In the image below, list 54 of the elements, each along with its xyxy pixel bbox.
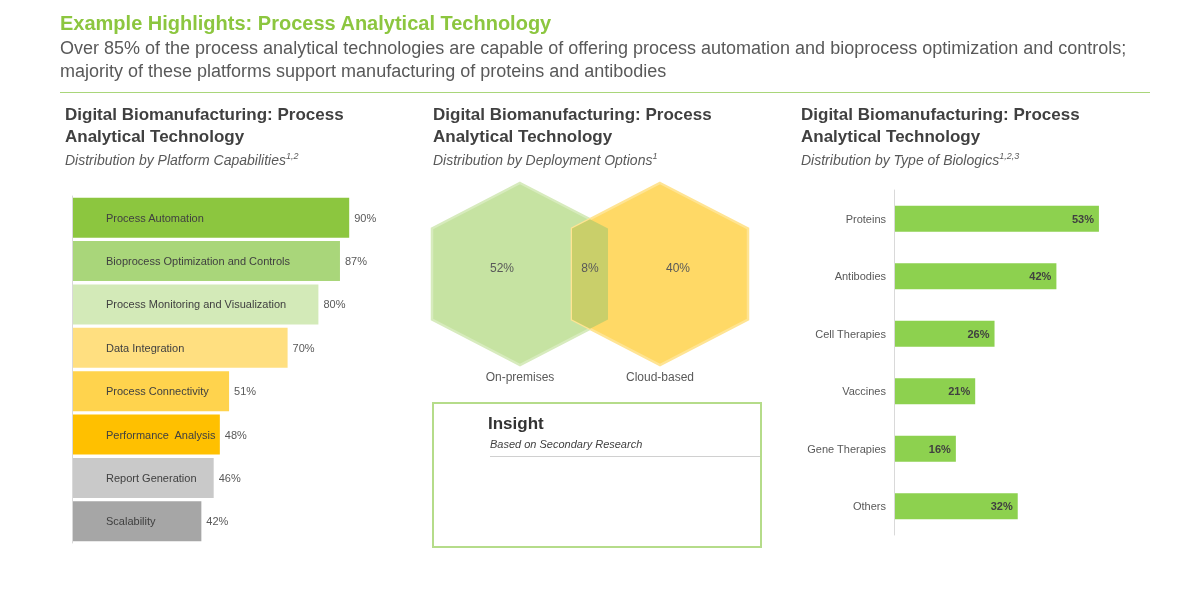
y-tick-label: Scalability xyxy=(106,515,157,528)
data-label: 26% xyxy=(967,327,990,340)
bar xyxy=(72,371,230,412)
y-tick-label: Cell Therapies xyxy=(815,327,887,340)
category-label: On-premises xyxy=(485,370,555,384)
data-label: 80% xyxy=(323,298,346,311)
y-tick-label: Performance Analysis xyxy=(106,428,216,441)
bar xyxy=(72,241,340,282)
y-tick-label: Vaccines xyxy=(842,385,887,398)
y-tick-label: Others xyxy=(852,500,887,513)
bar xyxy=(72,457,214,498)
data-label: 42% xyxy=(1029,270,1052,283)
data-label: 70% xyxy=(292,341,315,354)
y-tick-label: Data Integration xyxy=(106,341,185,354)
bar xyxy=(894,435,956,462)
data-label: 21% xyxy=(948,385,971,398)
text: Digital Biomanufacturing: Process Analytical Technology xyxy=(433,104,717,146)
data-label: 16% xyxy=(928,442,952,455)
data-label: 53% xyxy=(1071,212,1095,225)
bar xyxy=(894,378,976,405)
bar xyxy=(72,414,220,455)
y-tick-label: Report Generation xyxy=(106,471,197,484)
text: Over 85% of the process analytical technologies are capable of offering process automation and bioprocess optimization and controls; majority of these platforms support manufacturing of proteins and antibodies xyxy=(60,37,1128,83)
data-label: 87% xyxy=(344,255,368,268)
bar xyxy=(72,197,350,238)
data-label: 40% xyxy=(665,261,691,275)
data-label: 32% xyxy=(990,500,1013,513)
chart-title: Digital Biomanufacturing: Process Analytical Technology xyxy=(801,104,1085,146)
data-label: 42% xyxy=(206,515,229,528)
data-label: 48% xyxy=(224,428,248,441)
y-tick-label: Process Automation xyxy=(106,211,204,224)
y-tick-label: Antibodies xyxy=(834,270,887,283)
chart-title: Digital Biomanufacturing: Process Analytical Technology xyxy=(65,104,349,146)
y-tick-label: Proteins xyxy=(845,212,887,225)
text: Example Highlights: Process Analytical Technology xyxy=(60,12,553,35)
y-tick-label: Process Connectivity xyxy=(106,385,210,398)
bar xyxy=(894,263,1057,290)
bar xyxy=(72,501,202,542)
bar xyxy=(894,493,1018,520)
bar xyxy=(72,284,319,325)
bar xyxy=(894,320,995,347)
text: Based on Secondary Research xyxy=(490,438,760,457)
data-label: 51% xyxy=(234,385,257,398)
y-tick-label: Process Monitoring and Visualization xyxy=(106,298,287,311)
data-label: 90% xyxy=(354,211,377,224)
bar xyxy=(894,205,1099,232)
bar xyxy=(72,327,288,368)
data-label: 46% xyxy=(218,471,241,484)
data-label: 52% xyxy=(489,261,515,275)
category-label: Cloud-based xyxy=(625,370,695,384)
data-label: 8% xyxy=(581,261,599,275)
y-tick-label: Bioprocess Optimization and Controls xyxy=(106,255,291,268)
text: Insight xyxy=(488,414,544,434)
y-tick-label: Gene Therapies xyxy=(807,442,887,455)
